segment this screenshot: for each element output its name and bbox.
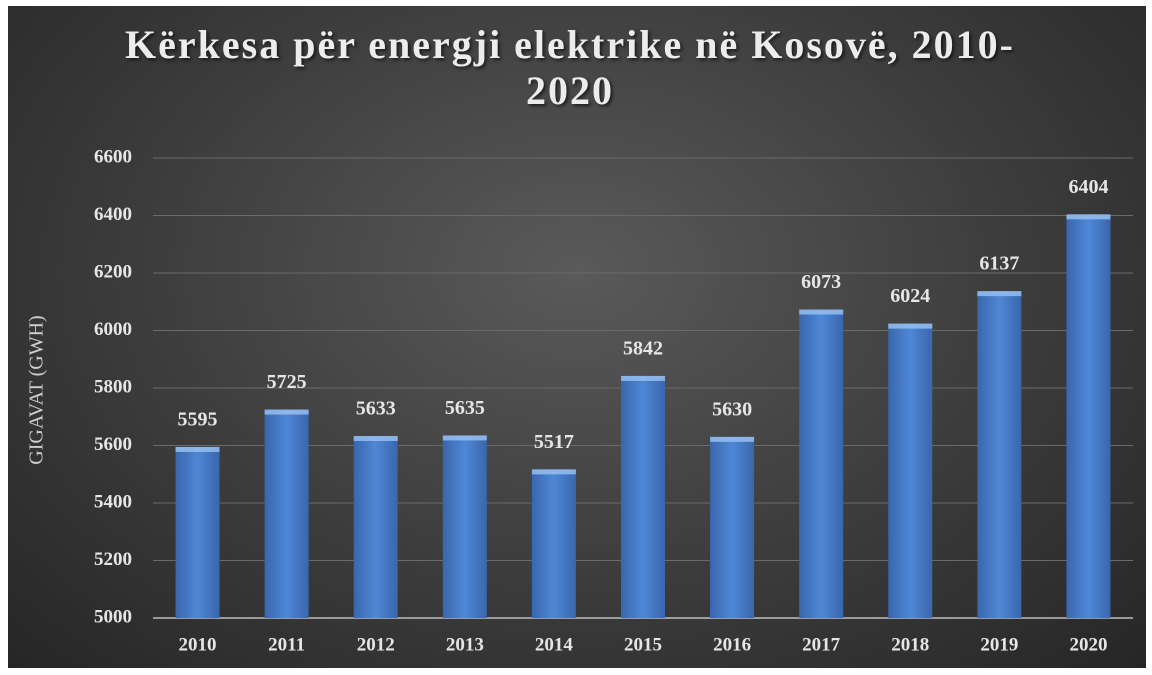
data-label: 6404 [1068, 176, 1108, 198]
y-tick-label: 6200 [94, 261, 132, 282]
data-label: 5725 [267, 371, 307, 393]
x-tick-label: 2010 [179, 634, 217, 655]
data-label: 5842 [623, 338, 663, 360]
y-tick-label: 5400 [94, 491, 132, 512]
data-label: 6024 [890, 285, 930, 307]
x-tick-label: 2019 [980, 634, 1018, 655]
y-tick-label: 5600 [94, 434, 132, 455]
data-label: 6073 [801, 271, 841, 293]
x-tick-label: 2014 [535, 634, 574, 655]
y-tick-label: 6000 [94, 319, 132, 340]
x-tick-label: 2013 [446, 634, 484, 655]
y-tick-label: 6600 [94, 146, 132, 167]
x-tick-label: 2020 [1069, 634, 1107, 655]
y-tick-label: 6400 [94, 204, 132, 225]
x-tick-label: 2012 [357, 634, 395, 655]
y-tick-label: 5200 [94, 549, 132, 570]
data-label: 5635 [445, 397, 485, 419]
data-label: 5595 [178, 409, 218, 431]
chart-title: Kërkesa për energji elektrike në Kosovë,… [125, 22, 1015, 113]
x-tick-label: 2015 [624, 634, 662, 655]
x-tick-label: 2017 [802, 634, 841, 655]
x-tick-label: 2016 [713, 634, 751, 655]
data-label: 5630 [712, 398, 752, 420]
data-label: 6137 [979, 253, 1019, 275]
y-tick-label: 5800 [94, 376, 132, 397]
x-tick-label: 2018 [891, 634, 929, 655]
x-tick-label: 2011 [268, 634, 305, 655]
data-label: 5517 [534, 431, 574, 453]
y-tick-label: 5000 [94, 606, 132, 627]
data-label: 5633 [356, 398, 396, 420]
